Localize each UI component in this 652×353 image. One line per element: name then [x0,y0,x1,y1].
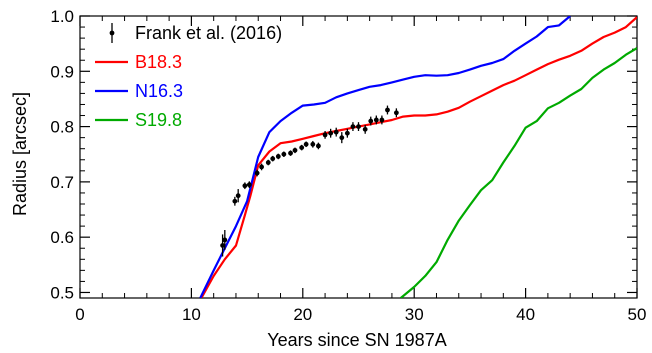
legend-label-n16-3: N16.3 [135,81,183,101]
observation-point [242,183,248,189]
x-tick-label: 30 [405,305,424,324]
model-series-layer [199,16,637,298]
observation-point [362,126,368,132]
y-tick-label: 0.6 [50,228,74,247]
x-tick-label: 40 [516,305,535,324]
observation-point [275,154,281,159]
legend-label-b18-3: B18.3 [135,52,182,72]
legend-obs-marker [109,30,115,36]
observation-point [322,132,328,138]
observation-point [281,151,287,157]
observation-point [344,130,350,136]
observation-point [220,243,225,248]
observation-point [328,130,334,136]
plot-frame [79,15,638,299]
observation-point [350,124,356,129]
y-tick-label: 0.9 [50,62,74,81]
observation-point [333,129,339,135]
observation-point [339,135,345,141]
y-tick-label: 0.8 [50,118,74,137]
observation-point [310,141,316,147]
series-line-n16-3 [199,16,571,298]
observation-point [299,145,305,151]
observation-point [368,118,374,124]
observation-point [265,160,271,165]
x-tick-label: 20 [293,305,312,324]
y-tick-label: 0.5 [50,283,74,302]
observation-point [303,141,309,147]
observation-point [379,117,385,123]
x-tick-label: 10 [182,305,201,324]
observation-point [232,198,238,204]
x-tick-label: 0 [75,305,84,324]
y-tick-label: 0.7 [50,173,74,192]
observation-point [246,182,252,188]
observation-point [254,170,260,176]
legend: Frank et al. (2016) B18.3 N16.3 S19.8 [95,23,282,130]
observation-point [259,164,264,170]
x-tick-label: 50 [628,305,647,324]
series-line-b18-3 [200,16,637,298]
observation-point [356,124,361,129]
observation-point [292,147,298,153]
axes: 0 10 20 30 40 50 0.5 0.6 0.7 0.8 0.9 1.0 [50,7,646,324]
x-axis-label: Years since SN 1987A [267,330,446,350]
observation-layer [220,105,399,257]
observation-point [315,143,321,149]
legend-label-observations: Frank et al. (2016) [135,23,282,43]
observation-point [222,237,228,243]
legend-label-s19-8: S19.8 [135,110,182,130]
observation-point [270,156,276,162]
y-axis-label: Radius [arcsec] [10,92,30,216]
observation-point [235,193,241,199]
observation-point [385,107,390,113]
observation-point [373,117,379,123]
observation-point [288,150,293,156]
observation-point [393,110,399,116]
series-line-s19-8 [400,47,637,298]
y-tick-label: 1.0 [50,7,74,26]
